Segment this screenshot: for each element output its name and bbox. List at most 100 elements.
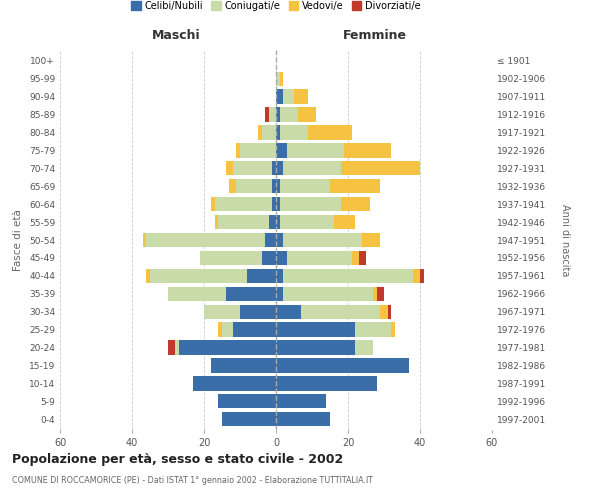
Bar (276, 215, 280, 229)
Bar (287, 251, 352, 265)
Bar (265, 233, 276, 247)
Bar (276, 376, 377, 390)
Bar (150, 268, 247, 283)
Bar (276, 179, 280, 194)
Bar (283, 268, 413, 283)
Bar (352, 251, 359, 265)
Bar (262, 251, 276, 265)
Bar (280, 197, 341, 212)
Bar (413, 268, 420, 283)
Bar (334, 215, 355, 229)
Bar (355, 340, 373, 354)
Bar (276, 161, 283, 176)
Bar (200, 251, 262, 265)
Bar (276, 268, 283, 283)
Bar (330, 179, 380, 194)
Bar (204, 304, 240, 319)
Bar (294, 90, 308, 104)
Bar (280, 126, 308, 140)
Text: Popolazione per età, sesso e stato civile - 2002: Popolazione per età, sesso e stato civil… (12, 452, 343, 466)
Bar (420, 268, 424, 283)
Bar (193, 376, 276, 390)
Bar (276, 108, 280, 122)
Bar (272, 179, 276, 194)
Bar (236, 179, 272, 194)
Bar (276, 126, 280, 140)
Y-axis label: Fasce di età: Fasce di età (13, 209, 23, 271)
Bar (222, 412, 276, 426)
Bar (301, 304, 380, 319)
Bar (229, 179, 236, 194)
Bar (283, 161, 341, 176)
Bar (236, 143, 240, 158)
Bar (276, 304, 301, 319)
Bar (298, 108, 316, 122)
Bar (287, 143, 344, 158)
Bar (355, 322, 391, 337)
Bar (146, 233, 265, 247)
Bar (362, 233, 380, 247)
Bar (175, 340, 179, 354)
Bar (280, 72, 283, 86)
Bar (226, 286, 276, 301)
Bar (168, 340, 175, 354)
Bar (280, 108, 298, 122)
Bar (218, 322, 222, 337)
Bar (283, 90, 294, 104)
Bar (276, 394, 326, 408)
Text: COMUNE DI ROCCAMORICE (PE) - Dati ISTAT 1° gennaio 2002 - Elaborazione TUTTITALI: COMUNE DI ROCCAMORICE (PE) - Dati ISTAT … (12, 476, 373, 485)
Bar (276, 251, 287, 265)
Bar (179, 340, 276, 354)
Text: Femmine: Femmine (343, 30, 407, 43)
Bar (143, 233, 146, 247)
Bar (240, 143, 276, 158)
Bar (240, 304, 276, 319)
Bar (373, 286, 377, 301)
Bar (218, 215, 269, 229)
Bar (262, 126, 276, 140)
Bar (222, 322, 233, 337)
Bar (168, 286, 226, 301)
Bar (218, 394, 276, 408)
Bar (276, 233, 283, 247)
Bar (276, 358, 409, 372)
Bar (341, 161, 420, 176)
Bar (280, 215, 334, 229)
Bar (276, 340, 355, 354)
Bar (215, 197, 272, 212)
Bar (276, 197, 280, 212)
Bar (276, 322, 355, 337)
Bar (341, 197, 370, 212)
Legend: Celibi/Nubili, Coniugati/e, Vedovi/e, Divorziati/e: Celibi/Nubili, Coniugati/e, Vedovi/e, Di… (127, 0, 425, 14)
Bar (380, 304, 388, 319)
Bar (308, 126, 352, 140)
Bar (215, 215, 218, 229)
Bar (272, 161, 276, 176)
Bar (211, 197, 215, 212)
Bar (276, 72, 280, 86)
Bar (233, 322, 276, 337)
Bar (276, 90, 283, 104)
Bar (269, 108, 276, 122)
Bar (265, 108, 269, 122)
Bar (247, 268, 276, 283)
Text: Maschi: Maschi (152, 30, 201, 43)
Bar (276, 143, 287, 158)
Bar (377, 286, 384, 301)
Bar (391, 322, 395, 337)
Bar (276, 412, 330, 426)
Bar (388, 304, 391, 319)
Bar (258, 126, 262, 140)
Bar (269, 215, 276, 229)
Y-axis label: Anni di nascita: Anni di nascita (560, 204, 570, 276)
Bar (283, 286, 373, 301)
Bar (280, 179, 330, 194)
Bar (211, 358, 276, 372)
Bar (226, 161, 233, 176)
Bar (233, 161, 272, 176)
Bar (344, 143, 391, 158)
Bar (276, 286, 283, 301)
Bar (146, 268, 150, 283)
Bar (272, 197, 276, 212)
Bar (359, 251, 366, 265)
